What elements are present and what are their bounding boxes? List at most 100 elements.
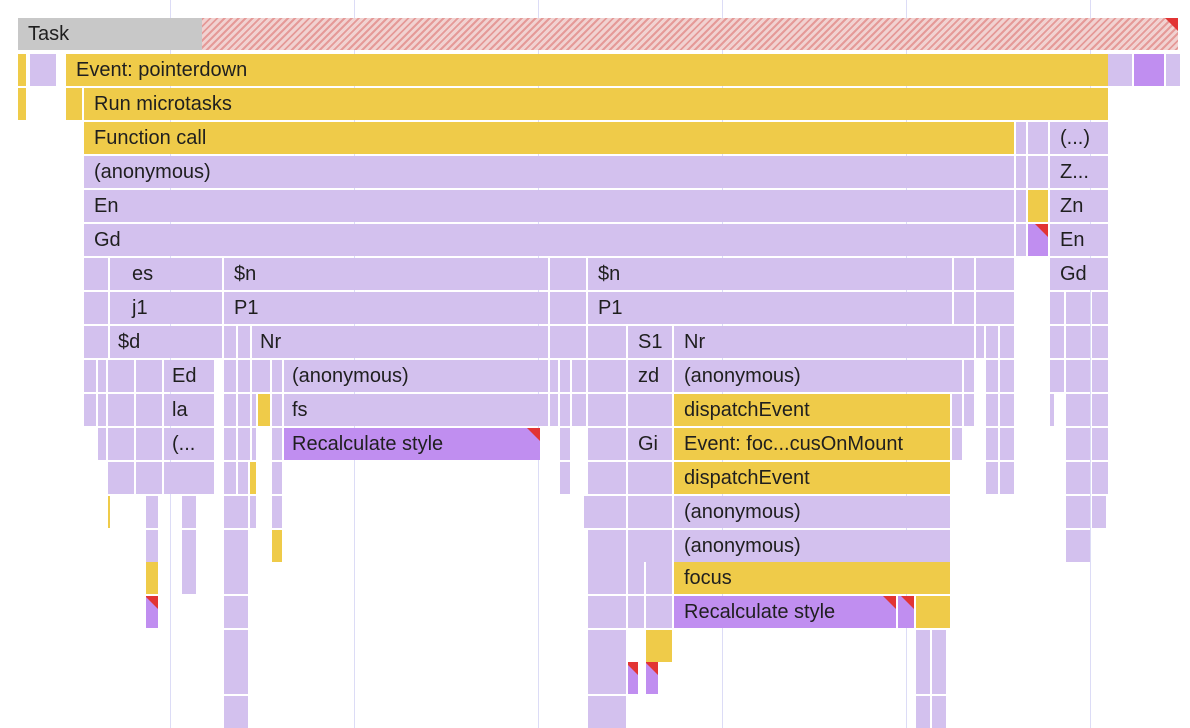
flame-block[interactable]: [1050, 394, 1054, 426]
flame-block[interactable]: [272, 428, 282, 460]
long-task-hatch[interactable]: [202, 18, 1178, 50]
flame-block[interactable]: [1066, 360, 1090, 392]
flame-block[interactable]: [628, 394, 672, 426]
flame-block[interactable]: [1108, 54, 1132, 86]
flame-block[interactable]: [1066, 292, 1090, 324]
d-bar[interactable]: $d: [110, 326, 222, 358]
flame-block[interactable]: [250, 496, 256, 528]
flame-block[interactable]: [572, 360, 586, 392]
flame-block[interactable]: [1028, 156, 1048, 188]
flame-block[interactable]: [1134, 54, 1164, 86]
flame-block[interactable]: [588, 462, 626, 494]
right-stack-bar[interactable]: Z...: [1050, 156, 1108, 188]
flame-block[interactable]: [628, 462, 672, 494]
flame-block[interactable]: [916, 630, 930, 662]
flame-block[interactable]: [84, 258, 108, 290]
es-bar[interactable]: es: [110, 258, 222, 290]
flame-block[interactable]: [1050, 326, 1064, 358]
flame-block[interactable]: [136, 428, 162, 460]
flame-block[interactable]: [108, 462, 134, 494]
flame-block[interactable]: [238, 462, 248, 494]
flame-block[interactable]: [224, 662, 248, 694]
flame-block[interactable]: [916, 662, 930, 694]
flame-block[interactable]: [84, 360, 96, 392]
flame-block[interactable]: [588, 630, 626, 662]
flame-block[interactable]: [560, 394, 570, 426]
p1-right-bar[interactable]: P1: [588, 292, 952, 324]
flame-block[interactable]: [588, 562, 626, 594]
flame-block[interactable]: [1092, 428, 1108, 460]
p1-left-bar[interactable]: P1: [224, 292, 548, 324]
flame-block[interactable]: [1028, 122, 1048, 154]
flame-block[interactable]: [136, 360, 162, 392]
flame-block[interactable]: [1016, 156, 1026, 188]
task-bar[interactable]: Task: [18, 18, 202, 50]
flame-block[interactable]: [588, 530, 626, 562]
flame-block[interactable]: [1166, 54, 1180, 86]
flame-block[interactable]: [224, 326, 236, 358]
flame-block[interactable]: [272, 530, 282, 562]
run-microtasks-bar[interactable]: Run microtasks: [84, 88, 1108, 120]
flame-block[interactable]: [1066, 530, 1090, 562]
flame-block[interactable]: [588, 326, 626, 358]
flame-block[interactable]: [252, 394, 256, 426]
anonymous-2-bar[interactable]: (anonymous): [674, 496, 950, 528]
recalculate-style-2-bar[interactable]: Recalculate style: [674, 596, 896, 628]
flame-block[interactable]: [224, 428, 236, 460]
recalculate-style-bar[interactable]: Recalculate style: [284, 428, 540, 460]
flame-block[interactable]: [182, 562, 196, 594]
nr-left-bar[interactable]: Nr: [252, 326, 548, 358]
flame-block[interactable]: [108, 428, 134, 460]
flame-block[interactable]: [250, 462, 256, 494]
flame-block[interactable]: [224, 696, 248, 728]
flame-block[interactable]: [986, 462, 998, 494]
flame-block[interactable]: [224, 530, 248, 562]
gd-bar[interactable]: Gd: [84, 224, 1014, 256]
flame-block[interactable]: [932, 662, 946, 694]
flame-block[interactable]: [30, 54, 56, 86]
flame-block[interactable]: [98, 360, 106, 392]
flame-block[interactable]: [954, 258, 974, 290]
flame-block[interactable]: [272, 462, 282, 494]
flame-block[interactable]: [646, 630, 672, 662]
flame-block[interactable]: [1066, 428, 1090, 460]
flame-block[interactable]: [84, 394, 96, 426]
right-stack-bar[interactable]: En: [1050, 224, 1108, 256]
flame-block[interactable]: [986, 360, 998, 392]
flame-block[interactable]: [238, 428, 250, 460]
flame-block[interactable]: [1000, 394, 1014, 426]
flame-block[interactable]: [84, 292, 108, 324]
la-bar[interactable]: la: [164, 394, 214, 426]
anonymous-3-bar[interactable]: (anonymous): [674, 530, 950, 562]
flame-block[interactable]: [224, 394, 236, 426]
flame-block[interactable]: [146, 596, 158, 628]
flame-block[interactable]: [964, 394, 974, 426]
flame-block[interactable]: [588, 662, 626, 694]
flame-block[interactable]: [1000, 360, 1014, 392]
flame-block[interactable]: [646, 596, 672, 628]
flame-block[interactable]: [916, 596, 950, 628]
fs-bar[interactable]: fs: [284, 394, 548, 426]
function-call-bar[interactable]: Function call: [84, 122, 1014, 154]
flame-block[interactable]: [1066, 462, 1090, 494]
flame-block[interactable]: [550, 258, 586, 290]
flame-block[interactable]: [224, 462, 236, 494]
flame-block[interactable]: [108, 394, 134, 426]
flame-block[interactable]: [952, 394, 962, 426]
flame-block[interactable]: [628, 496, 672, 528]
flame-block[interactable]: [66, 88, 82, 120]
flame-block[interactable]: [588, 360, 626, 392]
j1-bar[interactable]: j1: [110, 292, 222, 324]
flame-block[interactable]: [986, 428, 998, 460]
flame-block[interactable]: [560, 462, 570, 494]
flame-block[interactable]: [550, 292, 586, 324]
flame-block[interactable]: [964, 360, 974, 392]
flame-block[interactable]: [164, 462, 214, 494]
flame-block[interactable]: [108, 496, 110, 528]
flame-block[interactable]: [1092, 496, 1106, 528]
flame-block[interactable]: [588, 428, 626, 460]
flame-block[interactable]: [252, 360, 270, 392]
flame-block[interactable]: [1000, 428, 1014, 460]
flame-block[interactable]: [628, 596, 644, 628]
right-stack-bar[interactable]: (...): [1050, 122, 1108, 154]
